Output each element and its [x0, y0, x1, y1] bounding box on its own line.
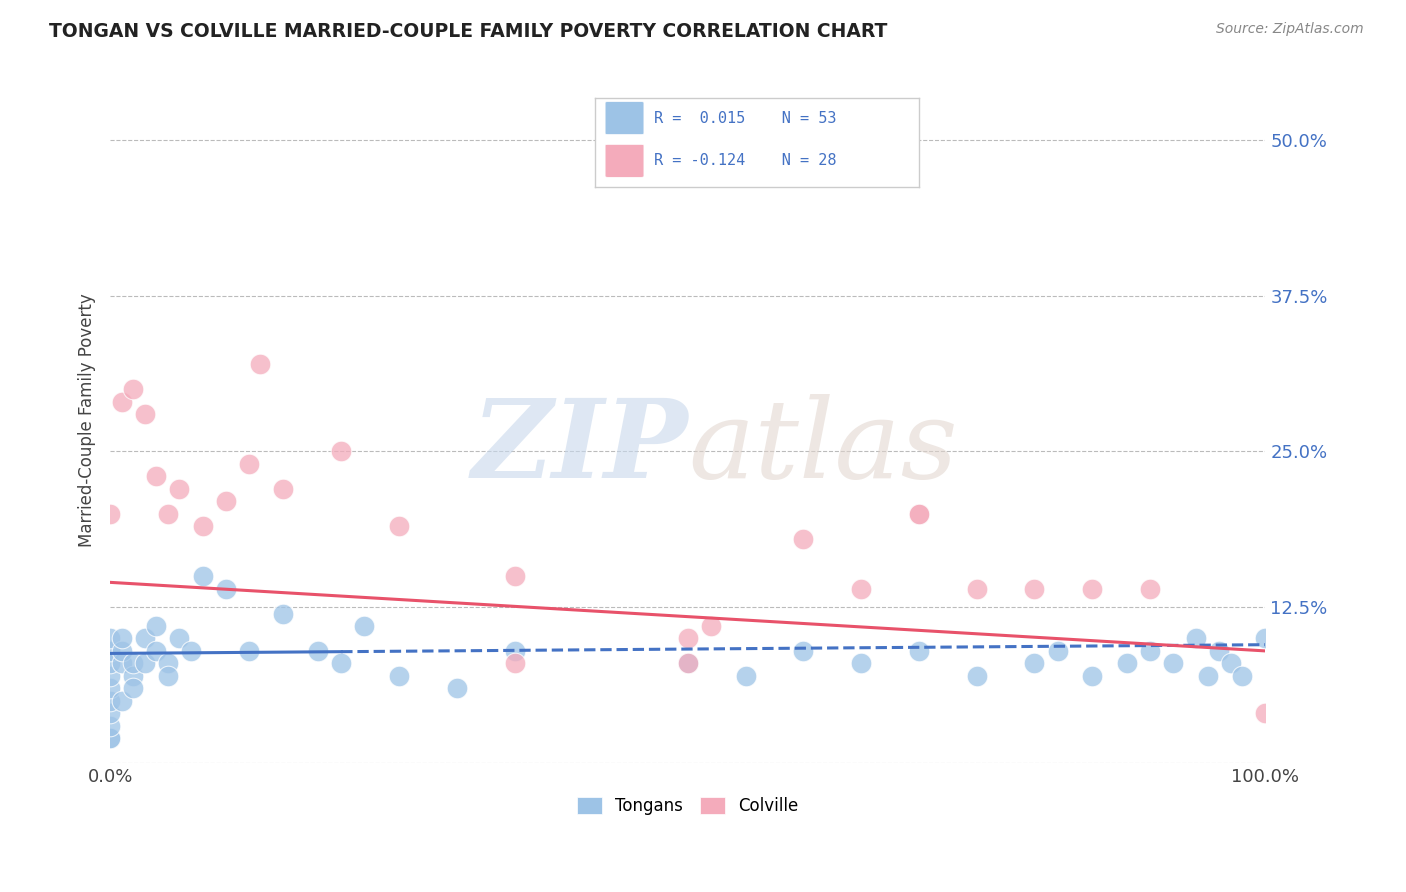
Text: ZIP: ZIP — [471, 394, 688, 501]
Point — [98, 731, 121, 746]
Point — [191, 569, 214, 583]
Point — [98, 657, 121, 671]
Point — [676, 632, 699, 646]
Point — [1219, 657, 1241, 671]
Point — [273, 482, 295, 496]
Point — [1197, 669, 1219, 683]
Point — [98, 706, 121, 721]
Point — [156, 507, 179, 521]
Point — [1024, 582, 1046, 596]
Point — [1046, 644, 1069, 658]
Point — [849, 582, 872, 596]
Point — [145, 644, 167, 658]
Point — [1139, 644, 1161, 658]
Point — [169, 482, 191, 496]
Point — [215, 494, 238, 508]
Point — [215, 582, 238, 596]
Point — [122, 382, 145, 396]
Point — [98, 669, 121, 683]
Point — [503, 657, 526, 671]
Legend: Tongans, Colville: Tongans, Colville — [569, 789, 807, 823]
Point — [273, 607, 295, 621]
Point — [388, 519, 411, 533]
Point — [330, 444, 353, 458]
Point — [156, 657, 179, 671]
Point — [122, 657, 145, 671]
Point — [191, 519, 214, 533]
Point — [849, 657, 872, 671]
Point — [156, 669, 179, 683]
Point — [966, 669, 988, 683]
Point — [1081, 669, 1104, 683]
Point — [792, 644, 814, 658]
Point — [98, 507, 121, 521]
Y-axis label: Married-Couple Family Poverty: Married-Couple Family Poverty — [79, 293, 96, 547]
Point — [98, 632, 121, 646]
Point — [145, 619, 167, 633]
Point — [1139, 582, 1161, 596]
Point — [98, 719, 121, 733]
Point — [1024, 657, 1046, 671]
Point — [98, 731, 121, 746]
Point — [111, 644, 134, 658]
Point — [145, 469, 167, 483]
Point — [249, 357, 271, 371]
Point — [238, 457, 260, 471]
Point — [734, 669, 756, 683]
Point — [676, 657, 699, 671]
Point — [1232, 669, 1254, 683]
Point — [134, 407, 156, 421]
Point — [180, 644, 202, 658]
Point — [503, 569, 526, 583]
Text: TONGAN VS COLVILLE MARRIED-COUPLE FAMILY POVERTY CORRELATION CHART: TONGAN VS COLVILLE MARRIED-COUPLE FAMILY… — [49, 22, 887, 41]
Point — [1161, 657, 1184, 671]
Point — [169, 632, 191, 646]
Point — [388, 669, 411, 683]
Text: atlas: atlas — [688, 394, 957, 501]
Point — [1185, 632, 1208, 646]
Point — [966, 582, 988, 596]
Point — [134, 632, 156, 646]
Point — [792, 532, 814, 546]
Point — [307, 644, 329, 658]
Point — [908, 644, 931, 658]
Point — [676, 657, 699, 671]
Point — [353, 619, 375, 633]
Point — [1254, 632, 1277, 646]
Point — [98, 681, 121, 696]
Point — [1081, 582, 1104, 596]
Point — [908, 507, 931, 521]
Point — [1208, 644, 1230, 658]
Point — [700, 619, 723, 633]
Point — [111, 694, 134, 708]
Point — [1115, 657, 1137, 671]
Point — [446, 681, 468, 696]
Point — [98, 694, 121, 708]
Point — [122, 669, 145, 683]
Point — [503, 644, 526, 658]
Point — [111, 657, 134, 671]
Point — [134, 657, 156, 671]
Point — [1254, 706, 1277, 721]
Point — [122, 681, 145, 696]
Point — [111, 632, 134, 646]
Point — [98, 644, 121, 658]
Point — [330, 657, 353, 671]
Text: Source: ZipAtlas.com: Source: ZipAtlas.com — [1216, 22, 1364, 37]
Point — [908, 507, 931, 521]
Point — [111, 394, 134, 409]
Point — [238, 644, 260, 658]
